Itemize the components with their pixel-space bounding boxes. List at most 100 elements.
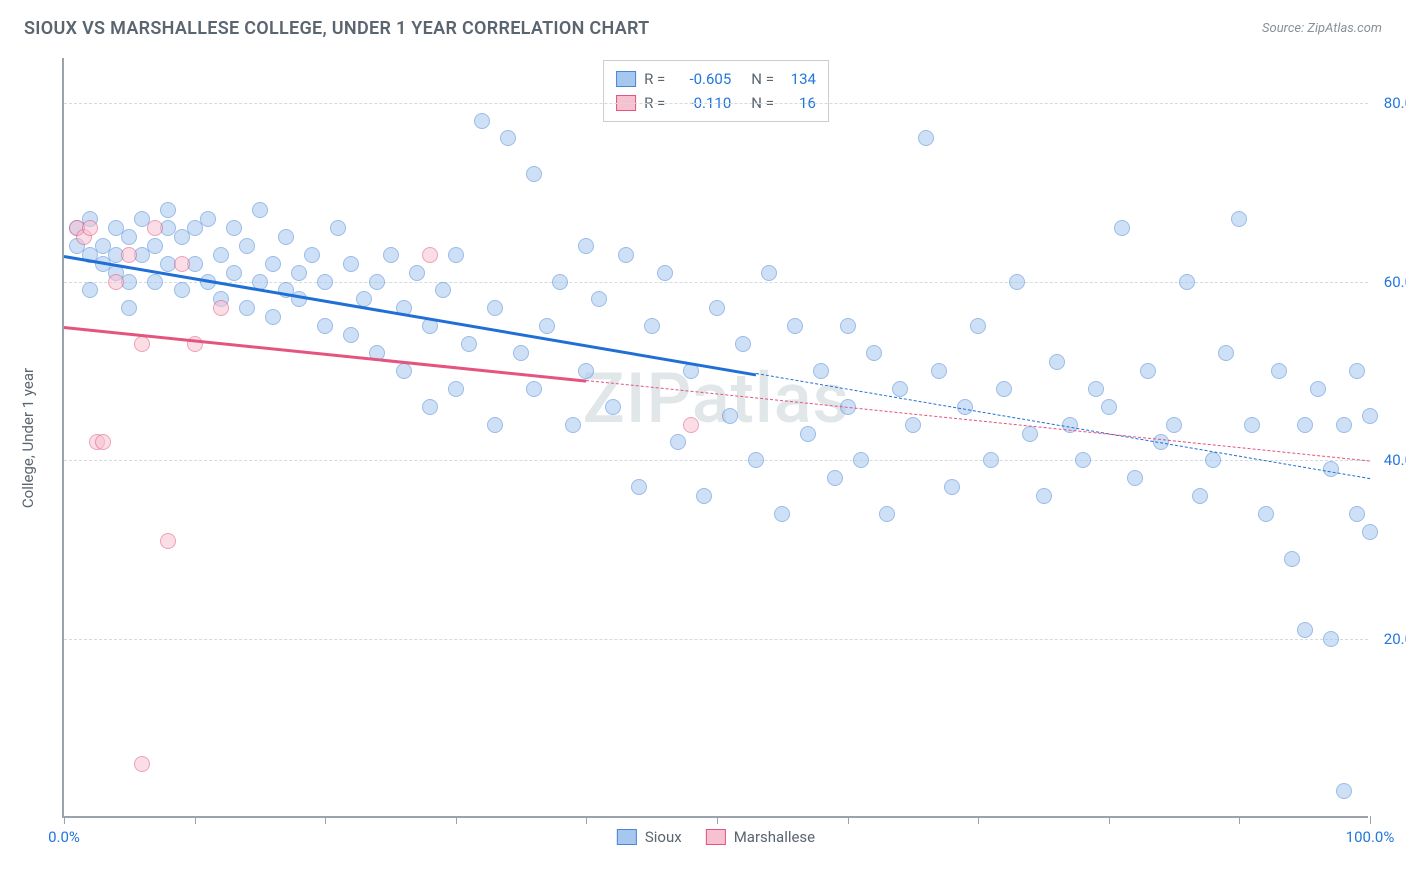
legend-item: Sioux [617, 828, 682, 846]
data-point [147, 238, 163, 254]
data-point [1310, 381, 1326, 397]
data-point [657, 265, 673, 281]
xtick [848, 816, 849, 824]
data-point [226, 265, 242, 281]
data-point [134, 756, 150, 772]
data-point [539, 318, 555, 334]
chart-area: College, Under 1 year ZIPatlas R = -0.60… [48, 58, 1368, 818]
data-point [513, 345, 529, 361]
xtick [195, 816, 196, 824]
data-point [1349, 363, 1365, 379]
data-point [278, 229, 294, 245]
data-point [147, 274, 163, 290]
data-point [670, 434, 686, 450]
data-point [970, 318, 986, 334]
data-point [422, 399, 438, 415]
data-point [1127, 470, 1143, 486]
data-point [121, 300, 137, 316]
data-point [200, 211, 216, 227]
data-point [409, 265, 425, 281]
data-point [160, 202, 176, 218]
xtick [64, 816, 65, 824]
data-point [983, 452, 999, 468]
data-point [1297, 417, 1313, 433]
xtick [1109, 816, 1110, 824]
data-point [330, 220, 346, 236]
data-point [422, 247, 438, 263]
data-point [1101, 399, 1117, 415]
data-point [644, 318, 660, 334]
data-point [1022, 426, 1038, 442]
data-point [1362, 524, 1378, 540]
data-point [343, 256, 359, 272]
data-point [526, 381, 542, 397]
data-point [239, 300, 255, 316]
data-point [147, 220, 163, 236]
data-point [1231, 211, 1247, 227]
data-point [1140, 363, 1156, 379]
ytick-label: 20.0% [1384, 630, 1406, 648]
data-point [121, 247, 137, 263]
data-point [291, 265, 307, 281]
data-point [1088, 381, 1104, 397]
source-label: Source: ZipAtlas.com [1262, 21, 1382, 36]
data-point [526, 166, 542, 182]
data-point [448, 381, 464, 397]
data-point [435, 282, 451, 298]
data-point [95, 434, 111, 450]
data-point [578, 238, 594, 254]
xtick [325, 816, 326, 824]
data-point [827, 470, 843, 486]
data-point [1192, 488, 1208, 504]
xtick [717, 816, 718, 824]
data-point [1049, 354, 1065, 370]
data-point [317, 274, 333, 290]
ytick-label: 60.0% [1384, 273, 1406, 291]
data-point [487, 417, 503, 433]
data-point [383, 247, 399, 263]
data-point [591, 291, 607, 307]
grid-line [64, 460, 1368, 461]
data-point [1336, 417, 1352, 433]
data-point [761, 265, 777, 281]
data-point [369, 274, 385, 290]
data-point [448, 247, 464, 263]
data-point [134, 336, 150, 352]
xtick [586, 816, 587, 824]
data-point [1009, 274, 1025, 290]
grid-line [64, 639, 1368, 640]
data-point [1036, 488, 1052, 504]
data-point [1244, 417, 1260, 433]
ytick-label: 80.0% [1384, 94, 1406, 112]
data-point [840, 318, 856, 334]
data-point [1362, 408, 1378, 424]
data-point [735, 336, 751, 352]
legend-label: Sioux [645, 828, 682, 846]
data-point [1297, 622, 1313, 638]
data-point [748, 452, 764, 468]
data-point [1336, 783, 1352, 799]
data-point [213, 247, 229, 263]
scatter-plot: ZIPatlas R = -0.605N = 134R = -0.110N = … [62, 58, 1368, 818]
xtick [1239, 816, 1240, 824]
xtick [456, 816, 457, 824]
data-point [552, 274, 568, 290]
data-point [239, 238, 255, 254]
data-point [565, 417, 581, 433]
data-point [226, 220, 242, 236]
data-point [343, 327, 359, 343]
data-point [121, 229, 137, 245]
data-point [174, 282, 190, 298]
stats-legend: R = -0.605N = 134R = -0.110N = 16 [603, 60, 829, 122]
data-point [1114, 220, 1130, 236]
data-point [317, 318, 333, 334]
data-point [996, 381, 1012, 397]
data-point [174, 256, 190, 272]
stat-n-value: 134 [782, 67, 816, 91]
data-point [683, 417, 699, 433]
legend-item: Marshallese [706, 828, 815, 846]
data-point [500, 130, 516, 146]
xtick [978, 816, 979, 824]
data-point [905, 417, 921, 433]
y-axis-label: College, Under 1 year [19, 368, 37, 508]
